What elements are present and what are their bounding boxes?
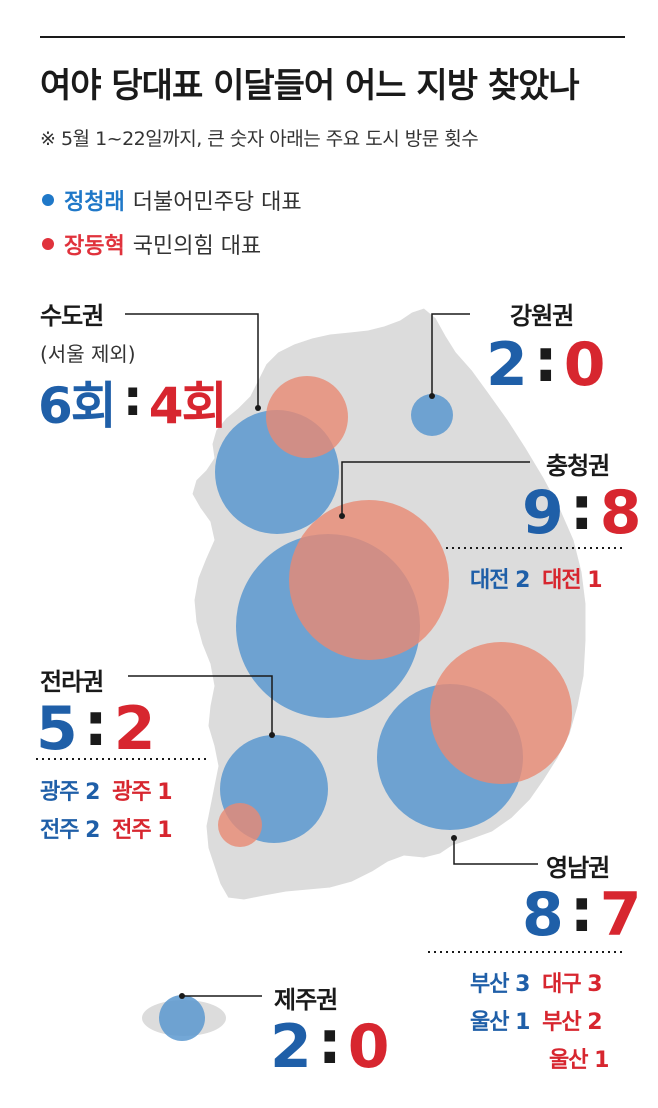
city-count-blue: 울산 1 (470, 1010, 530, 1035)
chungcheong-leader-line (341, 461, 530, 516)
score-gangwon: 2 : 0 (486, 326, 606, 400)
legend-name: 정청래 (64, 190, 125, 215)
region-note-sudogwon: (서울 제외) (40, 342, 136, 366)
score-blue: 9 (522, 478, 564, 548)
score-jeolla: 5 : 2 (36, 690, 156, 764)
score-chungcheong: 9 : 8 (522, 474, 642, 548)
leader-dots (179, 393, 457, 999)
red-dot-icon (42, 238, 54, 250)
leader-lines (125, 313, 538, 997)
cities-yeongnam-row-3: 울산 1 (549, 1042, 614, 1074)
score-colon: : (122, 369, 143, 427)
yeongnam-red-circle (430, 642, 572, 784)
score-yeongnam: 8 : 7 (522, 876, 642, 950)
score-red: 2 (113, 694, 156, 764)
city-count-blue: 광주 2 (40, 780, 100, 805)
yeongnam-leader-dot (451, 835, 457, 841)
region-name-chungcheong: 충청권 (546, 452, 610, 480)
region-name-gangwon: 강원권 (510, 302, 574, 330)
cities-yeongnam-row-2: 울산 1 부산 2 (470, 1004, 608, 1036)
jeju-leader-dot (179, 993, 185, 999)
score-red: 0 (347, 1012, 390, 1082)
score-sudogwon: 6회 : 4회 (38, 366, 228, 438)
city-count-red: 대전 1 (542, 568, 602, 593)
jeolla-red-circle (218, 803, 262, 847)
subtitle-note: ※ 5월 1~22일까지, 큰 숫자 아래는 주요 도시 방문 횟수 (40, 128, 479, 150)
blue-dot-icon (42, 194, 54, 206)
dotted-separators (36, 547, 626, 953)
yeongnam-leader-line (453, 838, 538, 865)
city-count-blue: 대전 2 (470, 568, 530, 593)
gangwon-leader-line (431, 313, 470, 396)
region-name-sudogwon: 수도권 (40, 302, 104, 330)
score-colon: : (317, 1008, 342, 1078)
score-red: 0 (563, 330, 606, 400)
legend-item-red: 장동혁 국민의힘 대표 (40, 228, 261, 260)
legend-role: 국민의힘 대표 (132, 234, 262, 259)
region-name-jeolla: 전라권 (40, 668, 104, 696)
page-title: 여야 당대표 이달들어 어느 지방 찾았나 (40, 66, 580, 106)
score-colon: : (83, 690, 108, 760)
jeolla-leader-line (128, 675, 273, 735)
sudogwon-leader-line (125, 313, 259, 408)
score-blue: 6회 (38, 377, 117, 435)
score-blue: 2 (270, 1012, 312, 1082)
city-count-red: 부산 2 (542, 1010, 602, 1035)
score-red: 8 (599, 478, 642, 548)
sudogwon-red-circle (266, 376, 348, 458)
score-jeju: 2 : 0 (270, 1008, 390, 1082)
sudogwon-leader-dot (255, 405, 261, 411)
score-colon: : (533, 326, 558, 396)
region-name-yeongnam: 영남권 (546, 854, 610, 882)
score-blue: 5 (36, 694, 78, 764)
city-count-red: 대구 3 (542, 972, 602, 997)
city-count-red: 전주 1 (112, 818, 172, 843)
city-count-blue: 전주 2 (40, 818, 100, 843)
jeolla-leader-dot (269, 732, 275, 738)
city-count-red: 울산 1 (549, 1048, 609, 1073)
city-count-blue: 부산 3 (470, 972, 530, 997)
chungcheong-leader-dot (339, 513, 345, 519)
gangwon-blue-circle (411, 394, 453, 436)
chungcheong-red-circle (289, 500, 449, 660)
city-count-red: 광주 1 (112, 780, 172, 805)
score-blue: 2 (486, 330, 528, 400)
score-red: 7 (599, 880, 642, 950)
cities-yeongnam-row-1: 부산 3 대구 3 (470, 966, 608, 998)
legend-item-blue: 정청래 더불어민주당 대표 (40, 184, 302, 216)
cities-jeolla-row-1: 광주 2 광주 1 (40, 774, 178, 806)
legend-role: 더불어민주당 대표 (132, 190, 302, 215)
jeju-blue-circle (159, 995, 205, 1041)
legend-name: 장동혁 (64, 234, 125, 259)
score-blue: 8 (522, 880, 564, 950)
score-red: 4회 (148, 377, 228, 435)
cities-chungcheong: 대전 2 대전 1 (470, 562, 608, 594)
region-name-jeju: 제주권 (274, 986, 338, 1014)
cities-jeolla-row-2: 전주 2 전주 1 (40, 812, 178, 844)
gangwon-leader-dot (429, 393, 435, 399)
top-rule (40, 36, 625, 38)
score-colon: : (569, 474, 594, 544)
score-colon: : (569, 876, 594, 946)
